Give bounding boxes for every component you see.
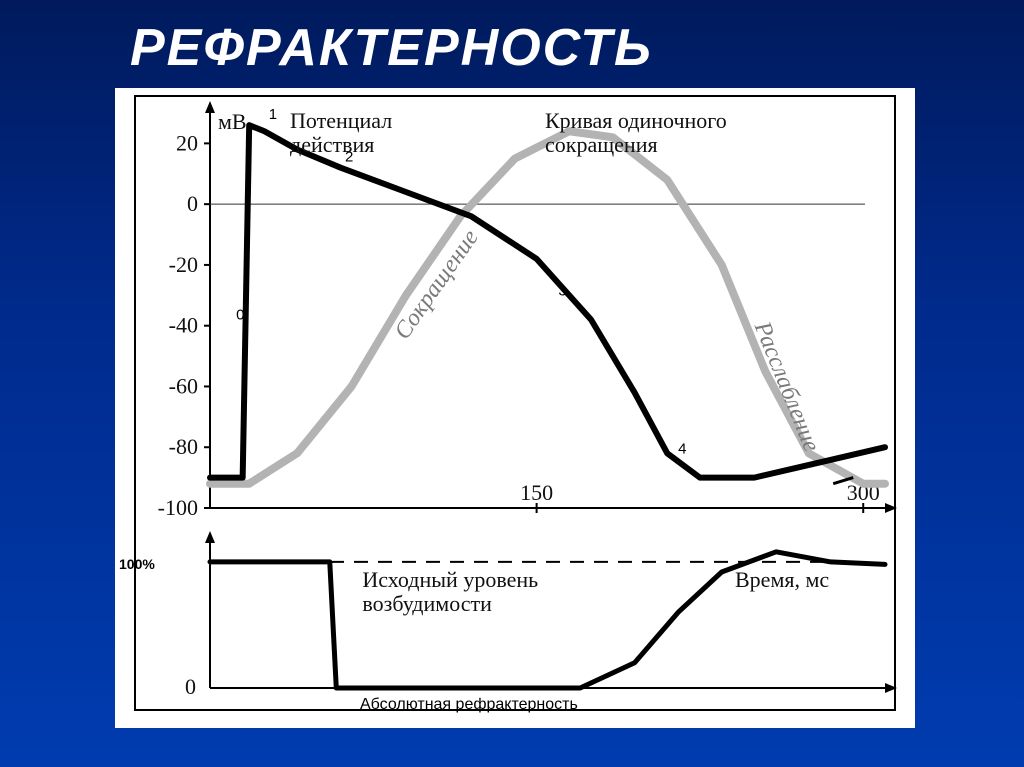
baseline-label-line1: Исходный уровень — [362, 567, 538, 592]
y-arrow-icon — [205, 101, 215, 113]
relaxation-label: Расслабление — [748, 317, 824, 456]
zero-label-bottom: 0 — [185, 674, 196, 699]
twitch-title-line2: сокращения — [545, 132, 658, 157]
y-unit-label: мВ — [218, 109, 247, 134]
twitch-title-line1: Кривая одиночного — [545, 108, 727, 133]
y-tick-label: -80 — [169, 434, 198, 459]
ap-curve — [210, 125, 885, 477]
y-arrow-bottom-icon — [205, 531, 215, 543]
contraction-label: Сокращение — [390, 225, 485, 344]
chart-svg: 20 0 -20 -40 -60 -80 -100 мВ 150 3 0 0 Потенциалдейс… — [115, 88, 915, 728]
twitch-curve — [210, 131, 885, 483]
abs-refractoriness-caption: Абсолютная рефрактерность — [360, 696, 578, 714]
y-tick-label: 0 — [187, 191, 198, 216]
y-tick-label: -100 — [158, 495, 198, 520]
ap-title-line1: Потенциал — [290, 108, 392, 133]
y-tick-label: 20 — [176, 130, 198, 155]
phase-number: 0 — [236, 307, 244, 324]
y-tick-label: -60 — [169, 373, 198, 398]
phase-number: 1 — [269, 106, 277, 123]
phase-number: 3 — [558, 282, 566, 299]
hundred-percent-label: 100% — [119, 556, 155, 572]
y-tick-label: -20 — [169, 252, 198, 277]
ap-title-line2: действия — [290, 132, 374, 157]
page-title: РЕФРАКТЕРНОСТЬ — [0, 0, 1024, 88]
y-tick-label: -40 — [169, 313, 198, 338]
x-tick-label: 150 — [520, 480, 553, 505]
chart-card: 20 0 -20 -40 -60 -80 -100 мВ 150 3 0 0 Потенциалдейс… — [115, 88, 915, 728]
baseline-label-line2: возбудимости — [362, 591, 492, 616]
phase-number: 4 — [678, 440, 686, 457]
time-axis-label: Время, мс — [735, 567, 829, 592]
phase-number: 2 — [345, 149, 353, 166]
